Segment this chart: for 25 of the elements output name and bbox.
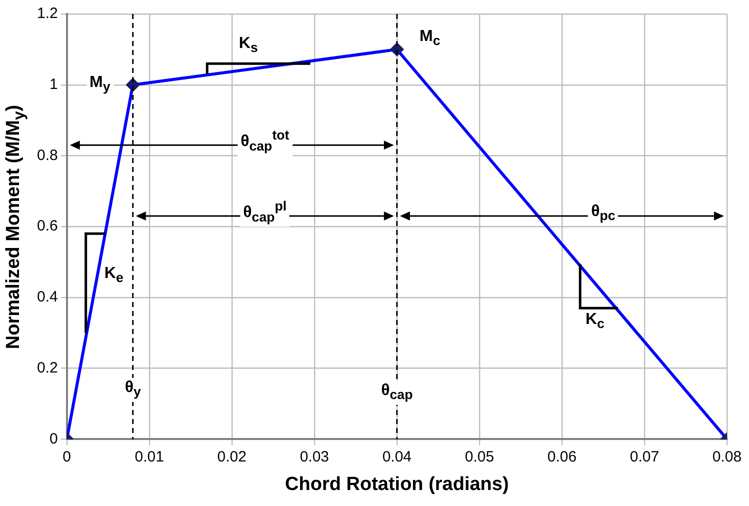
annotation: M$_{c}$ (416, 26, 444, 51)
x-tick-label: 0.07 (630, 448, 660, 466)
annotation: K$_{e}$ (101, 264, 126, 288)
x-tick-label: 0.05 (464, 448, 494, 466)
y-tick-label: 0 (50, 430, 58, 448)
x-tick-label: 0.04 (382, 448, 412, 466)
x-tick-label: 0.08 (712, 448, 742, 466)
x-axis-title: Chord Rotation (radians) (285, 474, 509, 495)
y-tick-label: 0.8 (36, 146, 58, 164)
y-tick-label: 1.2 (36, 5, 58, 22)
y-tick-label: 0.6 (36, 218, 58, 235)
x-tick-label: 0.06 (547, 448, 577, 466)
y-tick-label: 0.2 (36, 359, 58, 376)
annotation: K$_{s}$ (236, 34, 261, 58)
x-tick-label: 0.03 (300, 448, 330, 466)
annotation: θ$_{pc}$ (588, 202, 618, 226)
x-tick-label: 0 (62, 448, 72, 466)
annotation: θ$_{y}$ (122, 377, 144, 402)
x-tick-label: 0.02 (217, 448, 246, 466)
y-tick-label: 0.4 (36, 288, 58, 306)
annotation: M$_{y}$ (86, 72, 114, 97)
annotation: K$_{c}$ (582, 310, 608, 334)
annotation: θ$_{cap}$ (378, 381, 416, 406)
x-tick-label: 0.01 (134, 448, 164, 466)
y-tick-label: 1 (50, 76, 58, 94)
